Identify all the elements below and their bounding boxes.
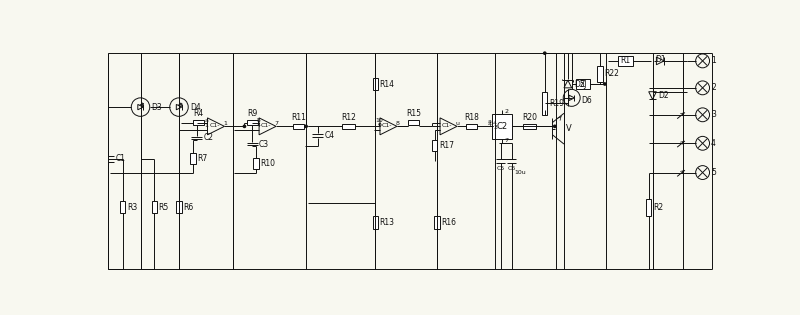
Bar <box>598 66 603 82</box>
Text: 5: 5 <box>256 118 260 123</box>
Text: 4: 4 <box>493 121 497 126</box>
Text: R19: R19 <box>549 99 564 108</box>
Text: C2: C2 <box>497 122 508 131</box>
Text: D1: D1 <box>655 55 666 64</box>
Text: R15: R15 <box>406 109 422 118</box>
Text: R4: R4 <box>193 109 203 118</box>
Text: D4: D4 <box>190 103 201 112</box>
Bar <box>409 120 419 125</box>
Bar <box>523 124 535 129</box>
Text: a: a <box>205 118 209 123</box>
Bar <box>466 124 477 129</box>
Text: R6: R6 <box>183 203 194 212</box>
Text: R22: R22 <box>605 70 619 78</box>
Text: 10u: 10u <box>514 170 526 175</box>
Text: R12: R12 <box>341 113 356 122</box>
Text: 2: 2 <box>505 109 509 114</box>
Circle shape <box>604 83 606 85</box>
Text: D2: D2 <box>658 91 670 100</box>
Text: 1: 1 <box>205 123 209 128</box>
Text: 2: 2 <box>711 83 716 92</box>
Text: R11: R11 <box>291 113 306 122</box>
Text: 7: 7 <box>505 139 509 143</box>
Circle shape <box>554 125 556 128</box>
Text: 8: 8 <box>395 121 399 126</box>
Text: R1: R1 <box>621 56 630 66</box>
Text: R7: R7 <box>197 154 207 163</box>
Bar <box>576 79 590 89</box>
Text: 4: 4 <box>711 139 716 148</box>
Text: R5: R5 <box>158 203 169 212</box>
Bar <box>152 201 157 213</box>
Bar <box>618 56 634 66</box>
Circle shape <box>543 52 546 54</box>
Text: R16: R16 <box>441 218 456 227</box>
Text: R3: R3 <box>127 203 138 212</box>
Text: 9: 9 <box>378 123 381 128</box>
Text: R17: R17 <box>439 141 454 150</box>
Text: u: u <box>455 121 459 126</box>
Text: C5: C5 <box>497 166 505 171</box>
Text: C4: C4 <box>325 131 334 140</box>
Text: V: V <box>566 124 572 133</box>
Circle shape <box>243 125 246 128</box>
Bar <box>373 216 378 229</box>
Text: C2: C2 <box>204 133 214 142</box>
Bar <box>373 78 378 90</box>
Text: R13: R13 <box>379 218 394 227</box>
Bar <box>342 124 354 129</box>
Text: C1-: C1- <box>209 123 220 128</box>
Text: C1-: C1- <box>261 123 271 128</box>
Text: 10: 10 <box>375 118 383 123</box>
Text: 3: 3 <box>493 125 497 130</box>
Text: R20: R20 <box>522 113 537 122</box>
Text: 4: 4 <box>488 122 492 127</box>
Bar <box>176 201 182 213</box>
Text: 3: 3 <box>711 110 716 119</box>
Bar <box>254 158 258 169</box>
Bar <box>646 199 651 216</box>
Text: C1-: C1- <box>382 123 392 128</box>
Text: D5: D5 <box>574 79 585 89</box>
Bar <box>190 153 195 164</box>
Text: 7: 7 <box>274 121 278 126</box>
Text: ZJ: ZJ <box>579 79 587 89</box>
Text: D3: D3 <box>151 103 162 112</box>
Text: C1: C1 <box>116 154 126 163</box>
Text: R9: R9 <box>247 109 258 118</box>
Text: C3: C3 <box>259 140 270 149</box>
Text: a: a <box>488 119 492 124</box>
Bar <box>193 120 204 125</box>
Bar <box>293 124 304 129</box>
Text: R2: R2 <box>653 203 663 212</box>
Text: C1-: C1- <box>442 123 452 128</box>
Text: R14: R14 <box>379 79 394 89</box>
Text: D6: D6 <box>582 96 593 105</box>
Text: 1: 1 <box>711 56 716 66</box>
Text: R10: R10 <box>260 159 275 168</box>
Text: C6: C6 <box>507 166 516 171</box>
Circle shape <box>305 125 307 128</box>
Bar <box>246 120 258 125</box>
Bar <box>542 92 547 115</box>
Bar <box>434 216 440 229</box>
Text: R18: R18 <box>464 113 479 122</box>
Text: 4: 4 <box>256 123 260 128</box>
Bar <box>120 201 126 213</box>
Text: 5: 5 <box>711 168 716 177</box>
Text: 1: 1 <box>223 121 226 126</box>
Bar <box>492 114 513 139</box>
Bar <box>432 140 438 151</box>
